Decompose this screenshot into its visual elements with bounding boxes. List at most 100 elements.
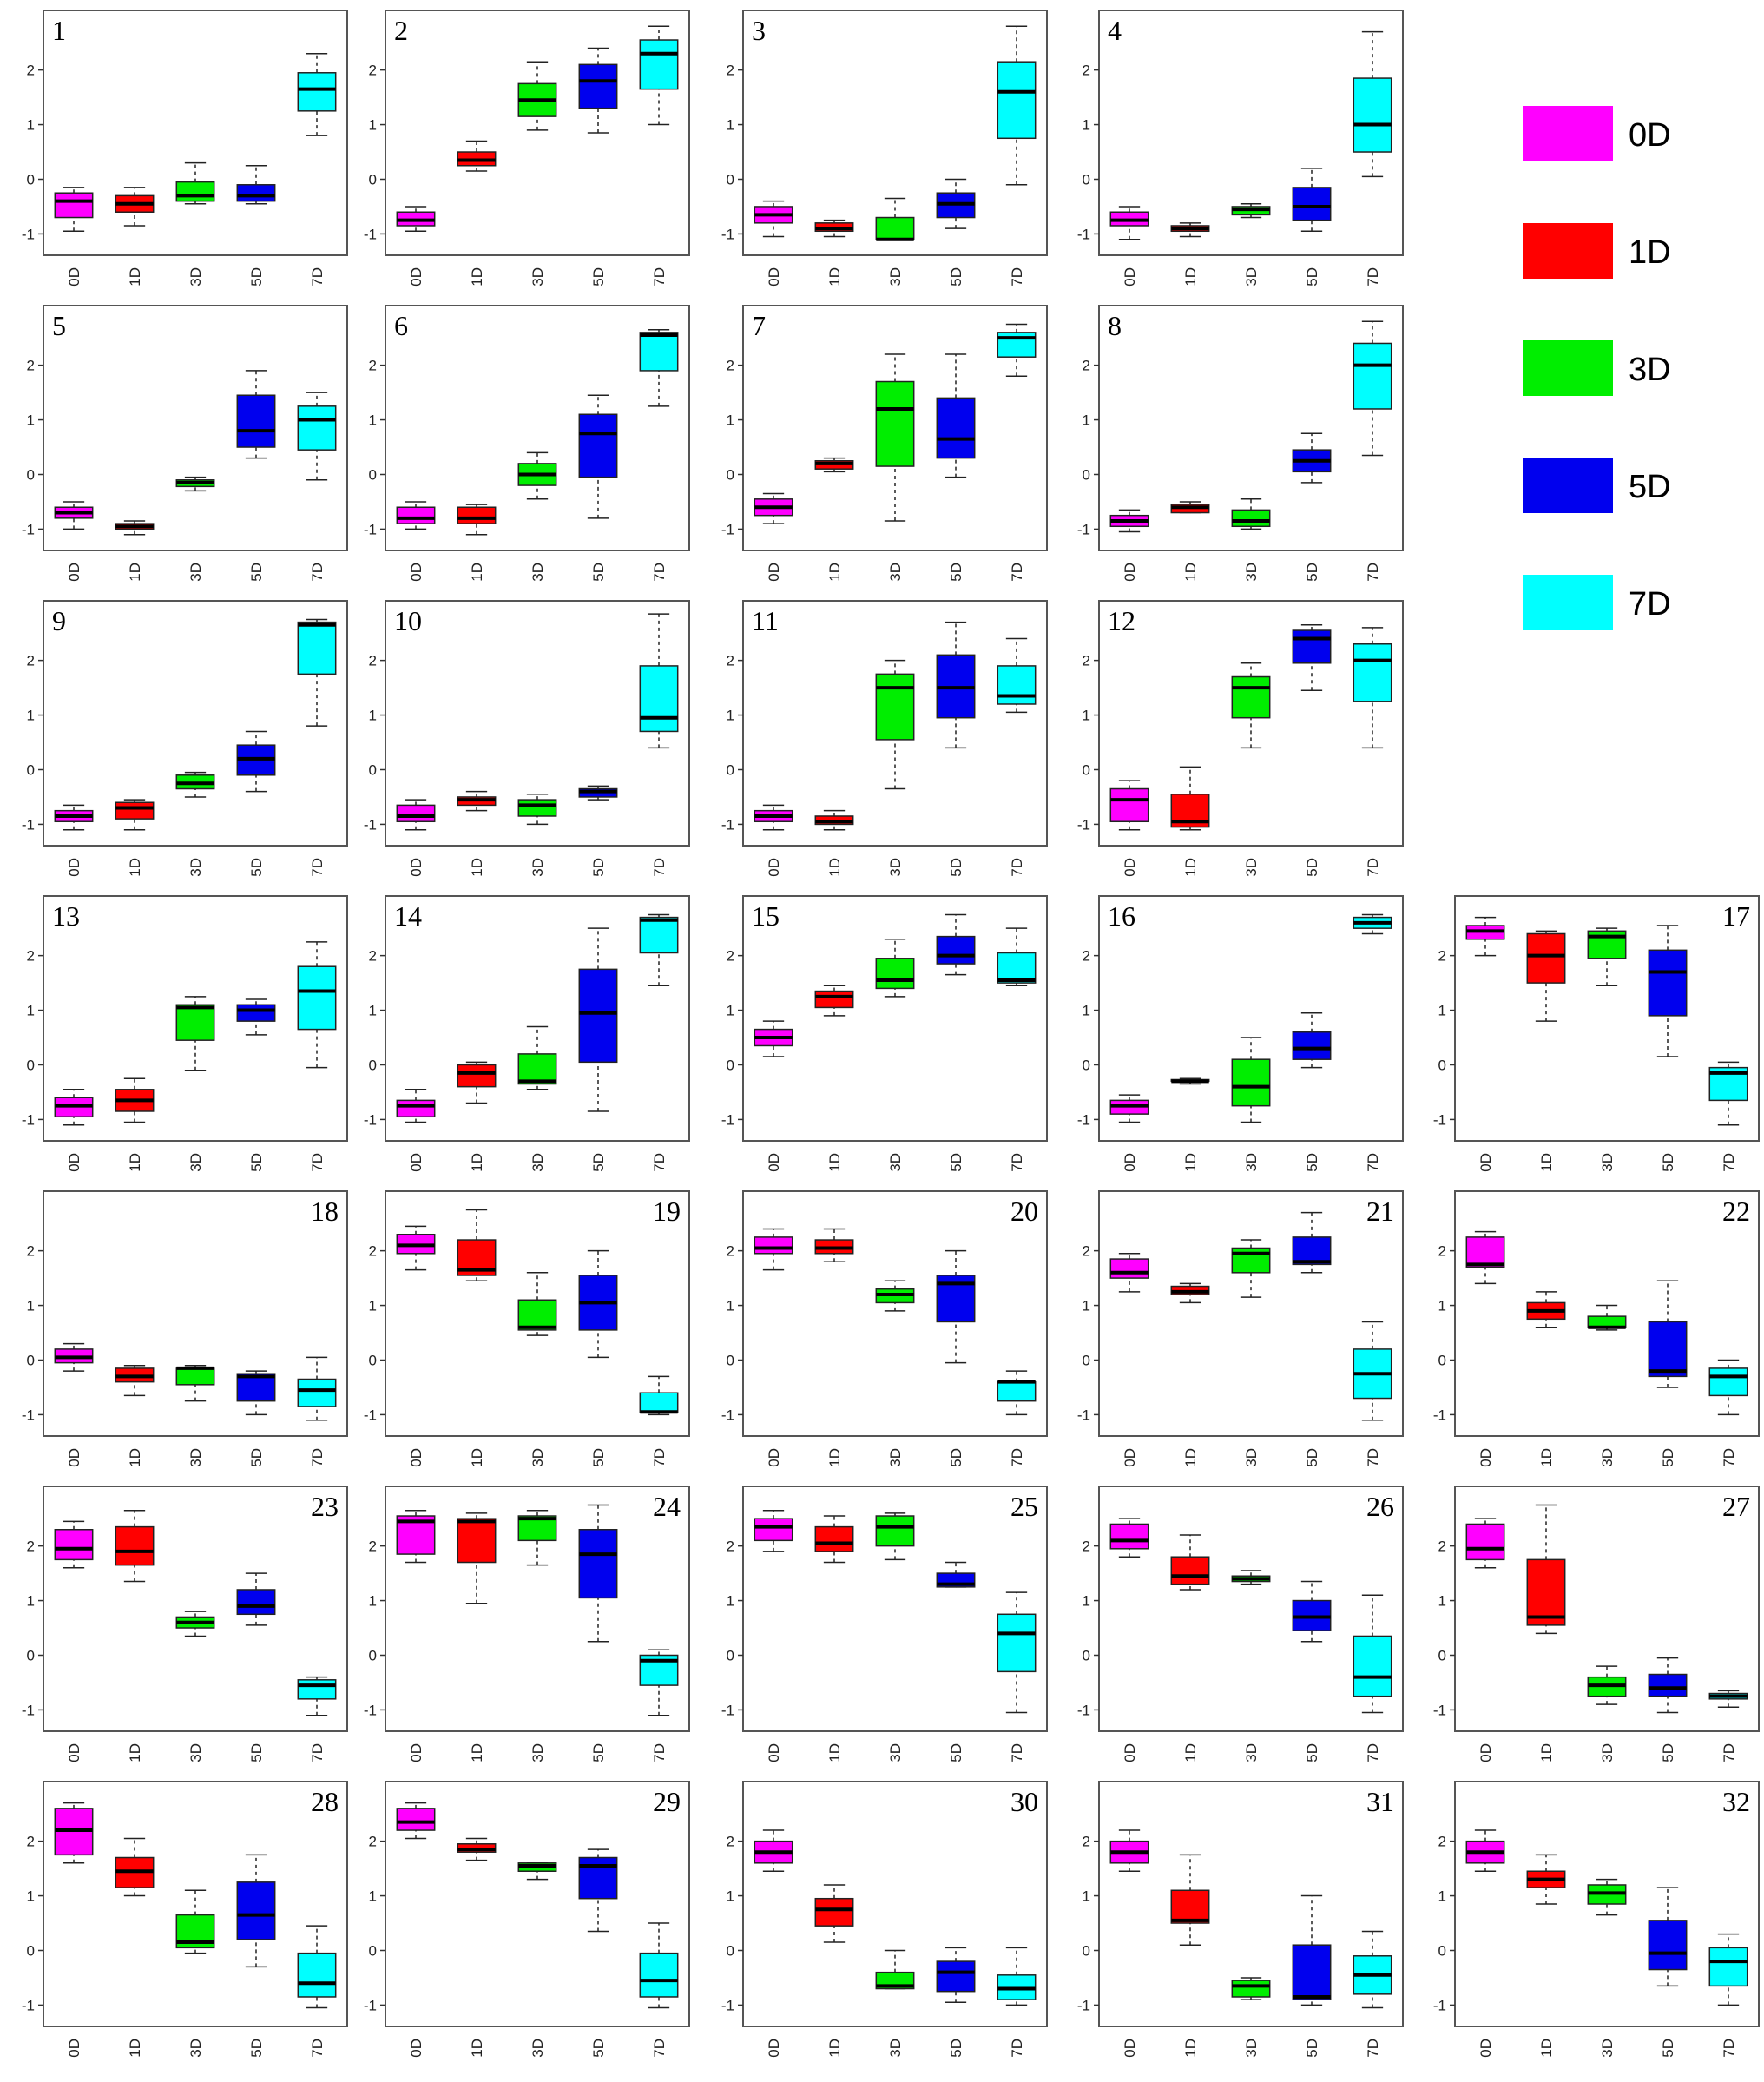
x-tick-label: 3D xyxy=(1243,1448,1260,1467)
x-tick-label: 5D xyxy=(1304,1153,1320,1172)
x-tick-label: 7D xyxy=(309,1448,326,1467)
x-tick-label: 7D xyxy=(1365,563,1381,582)
legend-swatch xyxy=(1523,106,1613,161)
y-tick-label: 2 xyxy=(1083,948,1090,965)
x-tick-label: 7D xyxy=(1721,1448,1737,1467)
panel-title: 24 xyxy=(653,1491,681,1522)
panel-title: 9 xyxy=(52,605,66,636)
y-tick-label: 2 xyxy=(27,653,35,669)
y-tick-label: -1 xyxy=(1077,1111,1090,1128)
x-tick-label: 3D xyxy=(530,267,546,287)
x-tick-label: 0D xyxy=(66,2039,82,2058)
box xyxy=(236,1881,276,1940)
x-tick-label: 3D xyxy=(887,267,904,287)
x-tick-label: 3D xyxy=(188,1448,204,1467)
y-tick-label: 1 xyxy=(27,117,35,134)
box xyxy=(814,990,854,1009)
y-tick-label: -1 xyxy=(364,1407,377,1423)
panel: -1 0 1 2 0D 1D 3D 5D 7D 8 xyxy=(1077,305,1404,582)
x-tick-label: 7D xyxy=(1365,858,1381,877)
y-tick-label: 2 xyxy=(27,358,35,374)
y-tick-label: 1 xyxy=(1083,1298,1090,1314)
box xyxy=(115,801,155,820)
legend-label: 7D xyxy=(1629,586,1671,623)
y-tick-label: 1 xyxy=(727,1593,734,1610)
panel: -1 0 1 2 0D 1D 3D 5D 7D 17 xyxy=(1433,895,1760,1172)
box xyxy=(1231,509,1271,528)
box xyxy=(396,1808,436,1831)
x-tick-label: 5D xyxy=(948,1448,964,1467)
y-tick-label: 2 xyxy=(727,948,734,965)
x-tick-label: 1D xyxy=(826,267,843,287)
x-tick-label: 5D xyxy=(1660,2039,1676,2058)
y-tick-label: 1 xyxy=(1083,412,1090,429)
x-tick-label: 3D xyxy=(887,2039,904,2058)
y-tick-label: 2 xyxy=(27,948,35,965)
panel-title: 19 xyxy=(653,1196,681,1227)
x-tick-label: 5D xyxy=(948,1153,964,1172)
panel: -1 0 1 2 0D 1D 3D 5D 7D 21 xyxy=(1077,1190,1404,1467)
x-tick-label: 1D xyxy=(1538,1153,1555,1172)
box xyxy=(578,968,618,1064)
y-tick-label: 0 xyxy=(369,1352,377,1368)
x-tick-label: 0D xyxy=(66,1448,82,1467)
y-tick-label: 0 xyxy=(727,1352,734,1368)
x-tick-label: 7D xyxy=(651,267,668,287)
y-tick-label: 2 xyxy=(1438,1834,1446,1850)
y-tick-label: 0 xyxy=(27,466,35,483)
panel-title: 6 xyxy=(394,310,408,341)
panel-title: 21 xyxy=(1366,1196,1394,1227)
y-tick-label: -1 xyxy=(22,1702,35,1718)
y-tick-label: 2 xyxy=(27,63,35,79)
panel-title: 27 xyxy=(1722,1491,1750,1522)
box xyxy=(997,1380,1037,1402)
box xyxy=(236,1589,276,1616)
x-tick-label: 7D xyxy=(651,2039,668,2058)
x-tick-label: 3D xyxy=(1243,2039,1260,2058)
y-tick-label: 2 xyxy=(369,1834,377,1850)
y-tick-label: 0 xyxy=(727,761,734,778)
panel-title: 29 xyxy=(653,1786,681,1817)
box xyxy=(875,380,915,467)
x-tick-label: 5D xyxy=(248,1743,265,1762)
y-tick-label: 1 xyxy=(27,1003,35,1019)
x-tick-label: 1D xyxy=(1182,2039,1199,2058)
box xyxy=(54,192,94,219)
x-tick-label: 0D xyxy=(1122,267,1138,287)
x-tick-label: 7D xyxy=(1009,858,1025,877)
box xyxy=(936,1960,976,1993)
x-tick-label: 3D xyxy=(1243,1153,1260,1172)
x-tick-label: 7D xyxy=(651,563,668,582)
y-tick-label: 2 xyxy=(369,948,377,965)
box xyxy=(578,413,618,478)
x-tick-label: 1D xyxy=(127,1448,143,1467)
panel-title: 30 xyxy=(1010,1786,1038,1817)
x-tick-label: 1D xyxy=(1538,2039,1555,2058)
panel-frame xyxy=(1098,1190,1404,1437)
legend-swatch xyxy=(1523,223,1613,279)
box xyxy=(1353,342,1392,410)
x-tick-label: 3D xyxy=(887,1743,904,1762)
x-tick-label: 5D xyxy=(248,563,265,582)
y-tick-label: 2 xyxy=(1438,1538,1446,1555)
panel-title: 8 xyxy=(1108,310,1122,341)
x-tick-label: 0D xyxy=(1478,1153,1494,1172)
box xyxy=(1292,1236,1332,1266)
x-tick-label: 1D xyxy=(469,1743,485,1762)
y-tick-label: -1 xyxy=(721,1407,734,1423)
y-tick-label: 2 xyxy=(1438,948,1446,965)
x-tick-label: 7D xyxy=(651,1743,668,1762)
y-tick-label: -1 xyxy=(364,1702,377,1718)
panel: -1 0 1 2 0D 1D 3D 5D 7D 22 xyxy=(1433,1190,1760,1467)
box xyxy=(578,63,618,109)
x-tick-label: 5D xyxy=(590,563,607,582)
panel-frame xyxy=(385,895,690,1142)
x-tick-label: 5D xyxy=(248,858,265,877)
y-tick-label: 2 xyxy=(27,1243,35,1260)
y-tick-label: 1 xyxy=(1083,1593,1090,1610)
x-tick-label: 3D xyxy=(530,1448,546,1467)
x-tick-label: 0D xyxy=(1478,1448,1494,1467)
panel: -1 0 1 2 0D 1D 3D 5D 7D 6 xyxy=(364,305,690,582)
y-tick-label: -1 xyxy=(721,226,734,242)
box xyxy=(639,916,679,954)
